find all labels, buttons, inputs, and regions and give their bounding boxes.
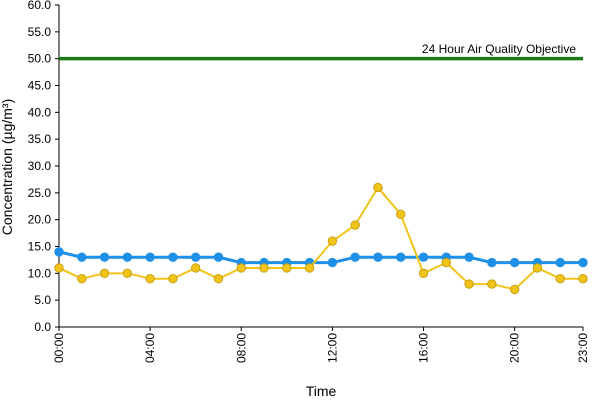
- data-point: [168, 274, 178, 284]
- y-tick-label: 35.0: [28, 132, 52, 146]
- data-point: [487, 279, 497, 289]
- x-tick-label: 20:00: [508, 333, 522, 363]
- y-tick-label: 45.0: [28, 79, 52, 93]
- x-axis: 00:00 04:00 08:00 12:00 16:00 20:00 23:00: [52, 326, 590, 363]
- x-tick-label: 12:00: [325, 333, 339, 363]
- data-point: [532, 263, 543, 273]
- data-point: [487, 257, 497, 268]
- data-point: [418, 268, 429, 279]
- x-tick-label: 23:00: [576, 333, 590, 363]
- data-point: [54, 247, 64, 257]
- data-point: [99, 252, 110, 262]
- x-tick-label: 16:00: [417, 333, 431, 363]
- series-1: [54, 247, 588, 268]
- data-point: [77, 274, 87, 284]
- y-tick-label: 25.0: [28, 186, 52, 200]
- data-point: [509, 284, 520, 295]
- data-point: [441, 257, 452, 268]
- data-point: [99, 268, 110, 279]
- data-point: [350, 252, 360, 262]
- data-point: [578, 274, 588, 284]
- data-point: [373, 182, 383, 193]
- y-axis-title: Concentration (µg/m³): [0, 99, 15, 235]
- data-point: [396, 252, 406, 262]
- data-point: [509, 257, 520, 268]
- y-tick-label: 60.0: [28, 0, 52, 12]
- data-point: [464, 252, 474, 262]
- data-point: [578, 257, 588, 268]
- x-tick-label: 08:00: [234, 333, 248, 363]
- data-point: [396, 209, 406, 220]
- x-tick-label: 00:00: [52, 333, 66, 363]
- data-point: [213, 274, 224, 284]
- y-tick-label: 20.0: [28, 213, 52, 227]
- data-point: [327, 257, 338, 268]
- data-point: [77, 252, 87, 262]
- y-tick-label: 0.0: [34, 320, 51, 334]
- y-tick-label: 50.0: [28, 52, 52, 66]
- data-point: [418, 252, 429, 262]
- data-point: [168, 252, 178, 262]
- data-point: [145, 252, 155, 262]
- data-point: [555, 274, 565, 284]
- y-tick-label: 15.0: [28, 240, 52, 254]
- data-point: [190, 252, 201, 262]
- series-line: [58, 186, 583, 291]
- series-group: [54, 182, 588, 295]
- data-point: [190, 263, 201, 273]
- data-point: [236, 263, 246, 273]
- data-point: [145, 274, 155, 284]
- data-point: [54, 263, 64, 273]
- data-point: [464, 279, 474, 289]
- data-point: [555, 257, 565, 268]
- y-tick-label: 30.0: [28, 159, 52, 173]
- x-axis-title: Time: [306, 383, 337, 399]
- data-point: [327, 236, 338, 246]
- y-tick-label: 5.0: [34, 293, 51, 307]
- x-tick-label: 04:00: [143, 333, 157, 363]
- series-2: [54, 182, 588, 295]
- data-point: [122, 268, 133, 279]
- data-point: [373, 252, 383, 262]
- y-tick-label: 40.0: [28, 105, 52, 119]
- data-point: [259, 263, 269, 273]
- data-point: [350, 220, 360, 230]
- data-point: [282, 263, 292, 273]
- data-point: [304, 263, 315, 273]
- y-axis: 0.0 5.0 10.0 15.0 20.0 25.0 30.0 35.0 40.0 45.0 50…: [28, 0, 60, 334]
- y-tick-label: 10.0: [28, 266, 52, 280]
- data-point: [213, 252, 224, 262]
- data-point: [122, 252, 133, 262]
- reference-line-label: 24 Hour Air Quality Objective: [422, 42, 576, 56]
- y-tick-label: 55.0: [28, 25, 52, 39]
